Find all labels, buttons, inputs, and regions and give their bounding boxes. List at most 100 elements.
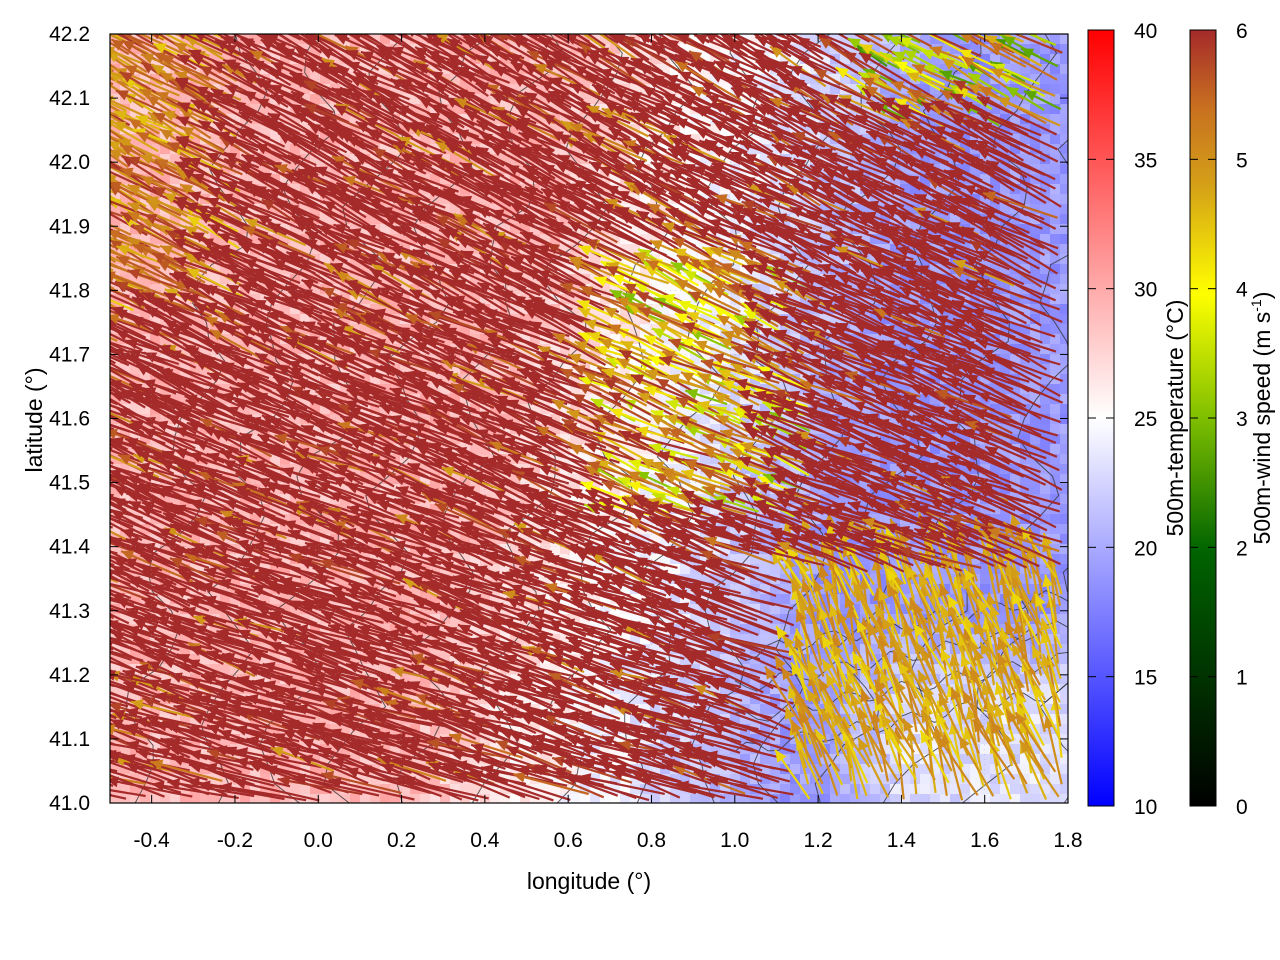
temperature-cell — [210, 334, 221, 345]
temperature-cell — [400, 454, 411, 465]
temperature-cell — [170, 344, 181, 355]
temperature-cell — [440, 254, 451, 265]
temperature-cell — [510, 714, 521, 725]
temperature-cell — [280, 604, 291, 615]
temperature-cell — [430, 774, 441, 785]
temperature-cell — [350, 654, 361, 665]
temperature-cell — [110, 484, 121, 495]
temperature-cell — [120, 524, 131, 535]
temperature-cell — [440, 414, 451, 425]
temperature-cell — [610, 704, 621, 715]
temperature-cell — [630, 34, 641, 45]
temperature-cell — [650, 144, 661, 155]
temperature-cell — [120, 224, 131, 235]
temperature-cell — [260, 684, 271, 695]
temperature-cell — [700, 794, 711, 803]
temperature-cell — [410, 714, 421, 725]
temperature-cell — [360, 694, 371, 705]
temperature-cell — [520, 64, 531, 75]
temperature-cell — [730, 774, 741, 785]
temperature-cell — [720, 84, 731, 95]
temperature-cell — [280, 114, 291, 125]
temperature-cell — [430, 164, 441, 175]
temperature-cell — [140, 64, 151, 75]
temperature-cell — [250, 334, 261, 345]
temperature-cell — [720, 654, 731, 665]
temperature-cell — [680, 294, 691, 305]
temperature-cell — [290, 664, 301, 675]
temperature-cell — [450, 634, 461, 645]
temperature-cell — [250, 244, 261, 255]
temperature-cell — [700, 514, 711, 525]
temperature-cell — [160, 674, 171, 685]
temperature-cell — [250, 34, 261, 45]
temperature-cell — [590, 324, 601, 335]
temperature-cell — [710, 474, 721, 485]
temperature-cell — [300, 384, 311, 395]
temperature-cell — [730, 294, 741, 305]
temperature-cell — [380, 604, 391, 615]
temperature-cell — [560, 404, 571, 415]
temperature-cell — [570, 304, 581, 315]
temperature-cell — [200, 654, 211, 665]
temperature-cell — [420, 604, 431, 615]
temperature-cell — [460, 244, 471, 255]
temperature-cell — [470, 464, 481, 475]
temperature-cell — [140, 574, 151, 585]
temperature-cell — [620, 94, 631, 105]
temperature-cell — [550, 384, 561, 395]
temperature-cell — [630, 714, 641, 725]
temperature-cell — [700, 584, 711, 595]
temperature-cell — [480, 444, 491, 455]
temperature-cell — [590, 234, 601, 245]
temperature-cell — [400, 124, 411, 135]
temperature-cell — [440, 714, 451, 725]
temperature-cell — [740, 354, 751, 365]
temperature-cell — [490, 304, 501, 315]
temperature-cell — [670, 794, 681, 803]
temperature-cell — [220, 104, 231, 115]
temperature-cell — [270, 304, 281, 315]
temperature-cell — [640, 324, 651, 335]
temperature-cell — [460, 74, 471, 85]
temperature-cell — [130, 464, 141, 475]
temperature-cell — [160, 154, 171, 165]
temperature-cell — [500, 794, 511, 803]
temperature-cell — [420, 774, 431, 785]
temperature-cell — [750, 664, 761, 675]
temperature-cell — [690, 414, 701, 425]
temperature-cell — [570, 344, 581, 355]
temperature-cell — [520, 54, 531, 65]
temperature-cell — [300, 564, 311, 575]
temperature-cell — [290, 604, 301, 615]
temperature-cell — [220, 84, 231, 95]
temperature-cell — [140, 54, 151, 65]
temperature-cell — [300, 274, 311, 285]
temperature-cell — [530, 274, 541, 285]
temperature-cell — [170, 674, 181, 685]
temperature-cell — [720, 294, 731, 305]
temperature-cell — [340, 534, 351, 545]
temperature-cell — [560, 214, 571, 225]
temperature-cell — [610, 234, 621, 245]
temperature-cell — [370, 434, 381, 445]
temperature-cell — [390, 794, 401, 803]
temperature-cell — [580, 674, 591, 685]
temperature-cell — [610, 484, 621, 495]
temperature-cell — [570, 104, 581, 115]
temperature-cell — [550, 784, 561, 795]
temperature-cell — [710, 254, 721, 265]
temperature-cell — [220, 164, 231, 175]
temperature-cell — [190, 144, 201, 155]
temperature-cell — [350, 114, 361, 125]
temperature-cell — [590, 674, 601, 685]
temperature-cell — [260, 654, 271, 665]
temperature-cell — [440, 124, 451, 135]
temperature-cell — [360, 794, 371, 803]
temperature-cell — [670, 744, 681, 755]
temperature-cell — [700, 434, 711, 445]
temperature-cell — [550, 414, 561, 425]
temperature-cell — [380, 794, 391, 803]
temperature-cell — [510, 124, 521, 135]
temperature-cell — [210, 44, 221, 55]
